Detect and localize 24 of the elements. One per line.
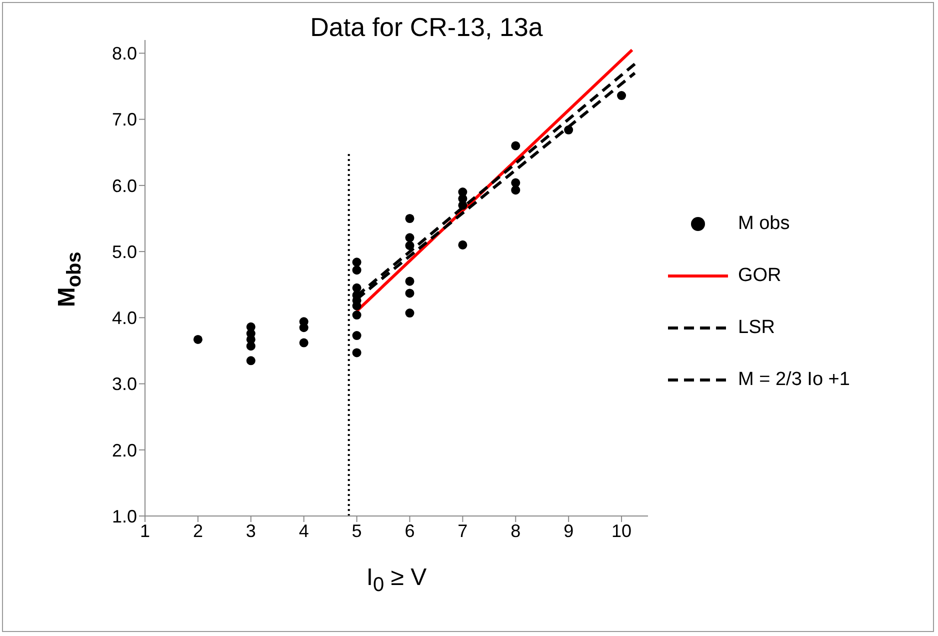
x-tick-label: 5 <box>352 520 362 541</box>
x-tick-label: 3 <box>246 520 256 541</box>
y-tick-label: 8.0 <box>112 44 137 64</box>
x-tick-label: 4 <box>298 520 309 541</box>
legend-label: GOR <box>738 265 782 287</box>
y-tick-label: 4.0 <box>112 308 137 328</box>
y-tick-label: 3.0 <box>112 374 137 394</box>
x-axis-title: I$_{0}$ ≥ V <box>365 564 428 597</box>
x-tick-label: 9 <box>564 520 574 541</box>
x-tick-label: 10 <box>612 520 632 541</box>
y-tick-label: 2.0 <box>112 440 137 460</box>
x-tick-label: 2 <box>192 520 203 541</box>
legend-label: M = 2/3 Io +1 <box>738 369 850 391</box>
chart-title: Data for CR-13, 13a <box>309 12 544 43</box>
x-tick-label: 6 <box>404 520 415 541</box>
x-tick-label: 8 <box>510 520 521 541</box>
y-tick-label: 5.0 <box>112 242 137 262</box>
y-tick-label: 6.0 <box>112 176 137 196</box>
legend-label: M obs <box>738 213 790 235</box>
x-tick-label: 7 <box>458 520 468 541</box>
y-tick-label: 1.0 <box>112 506 137 526</box>
legend-label: LSR <box>738 317 775 339</box>
x-tick-label: 1 <box>140 520 150 541</box>
y-tick-label: 7.0 <box>112 110 137 130</box>
